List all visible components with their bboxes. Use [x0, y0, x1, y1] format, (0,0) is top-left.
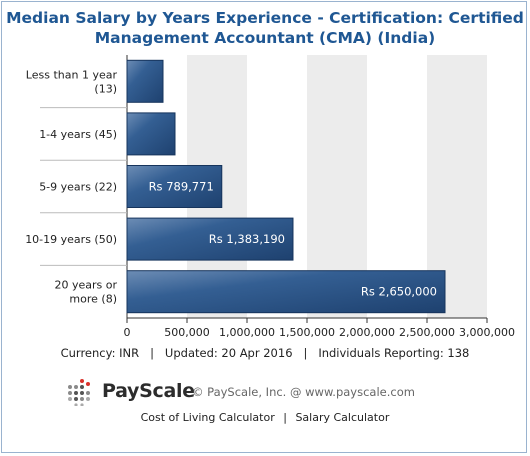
footer-separator: | [150, 346, 154, 360]
cost-of-living-link[interactable]: Cost of Living Calculator [140, 411, 275, 424]
salary-calculator-link[interactable]: Salary Calculator [295, 411, 390, 424]
x-tick-label: 500,000 [164, 326, 210, 339]
bar [126, 59, 164, 103]
updated-text: Updated: 20 Apr 2016 [164, 346, 293, 360]
chart-title-line-2: Management Accountant (CMA) (India) [94, 29, 436, 47]
category-label: (13) [94, 82, 117, 95]
copyright-text: © PayScale, Inc. @ www.payscale.com [192, 385, 415, 399]
bar [126, 217, 294, 261]
x-tick-label: 3,000,000 [459, 326, 515, 339]
payscale-logo-dots-icon[interactable] [68, 378, 96, 406]
category-label: 1-4 years (45) [39, 128, 117, 141]
bar-value-label: Rs 1,383,190 [209, 232, 285, 246]
x-tick-label: 2,500,000 [399, 326, 455, 339]
x-tick-label: 0 [124, 326, 131, 339]
category-label: 5-9 years (22) [39, 181, 117, 194]
bar [126, 112, 176, 156]
category-label: 20 years or [54, 279, 117, 292]
x-tick-label: 1,000,000 [219, 326, 275, 339]
payscale-brand: PayScale © PayScale, Inc. @ www.payscale… [68, 376, 468, 410]
calculator-links: Cost of Living Calculator | Salary Calcu… [0, 411, 530, 424]
chart-footer: Currency: INR | Updated: 20 Apr 2016 | I… [0, 346, 530, 360]
x-tick-label: 1,500,000 [279, 326, 335, 339]
bar-chart: 0 500,000 1,000,000 1,500,000 2,000,000 2,500… [25, 55, 515, 339]
reporting-text: Individuals Reporting: 138 [318, 346, 470, 360]
bar-value-label: Rs 789,771 [149, 180, 214, 194]
x-tick-label: 2,000,000 [339, 326, 395, 339]
chart-title: Median Salary by Years Experience - Cert… [0, 8, 530, 48]
category-label: Less than 1 year [26, 68, 118, 81]
bar-value-label: Rs 2,650,000 [361, 285, 437, 299]
category-label: more (8) [69, 293, 117, 306]
links-separator: | [283, 411, 287, 424]
currency-text: Currency: INR [60, 346, 140, 360]
bar [126, 270, 446, 314]
category-label: 10-19 years (50) [25, 233, 117, 246]
bar [126, 165, 223, 208]
footer-separator: | [303, 346, 308, 360]
payscale-wordmark[interactable]: PayScale [102, 380, 195, 402]
chart-title-line-1: Median Salary by Years Experience - Cert… [6, 9, 524, 27]
